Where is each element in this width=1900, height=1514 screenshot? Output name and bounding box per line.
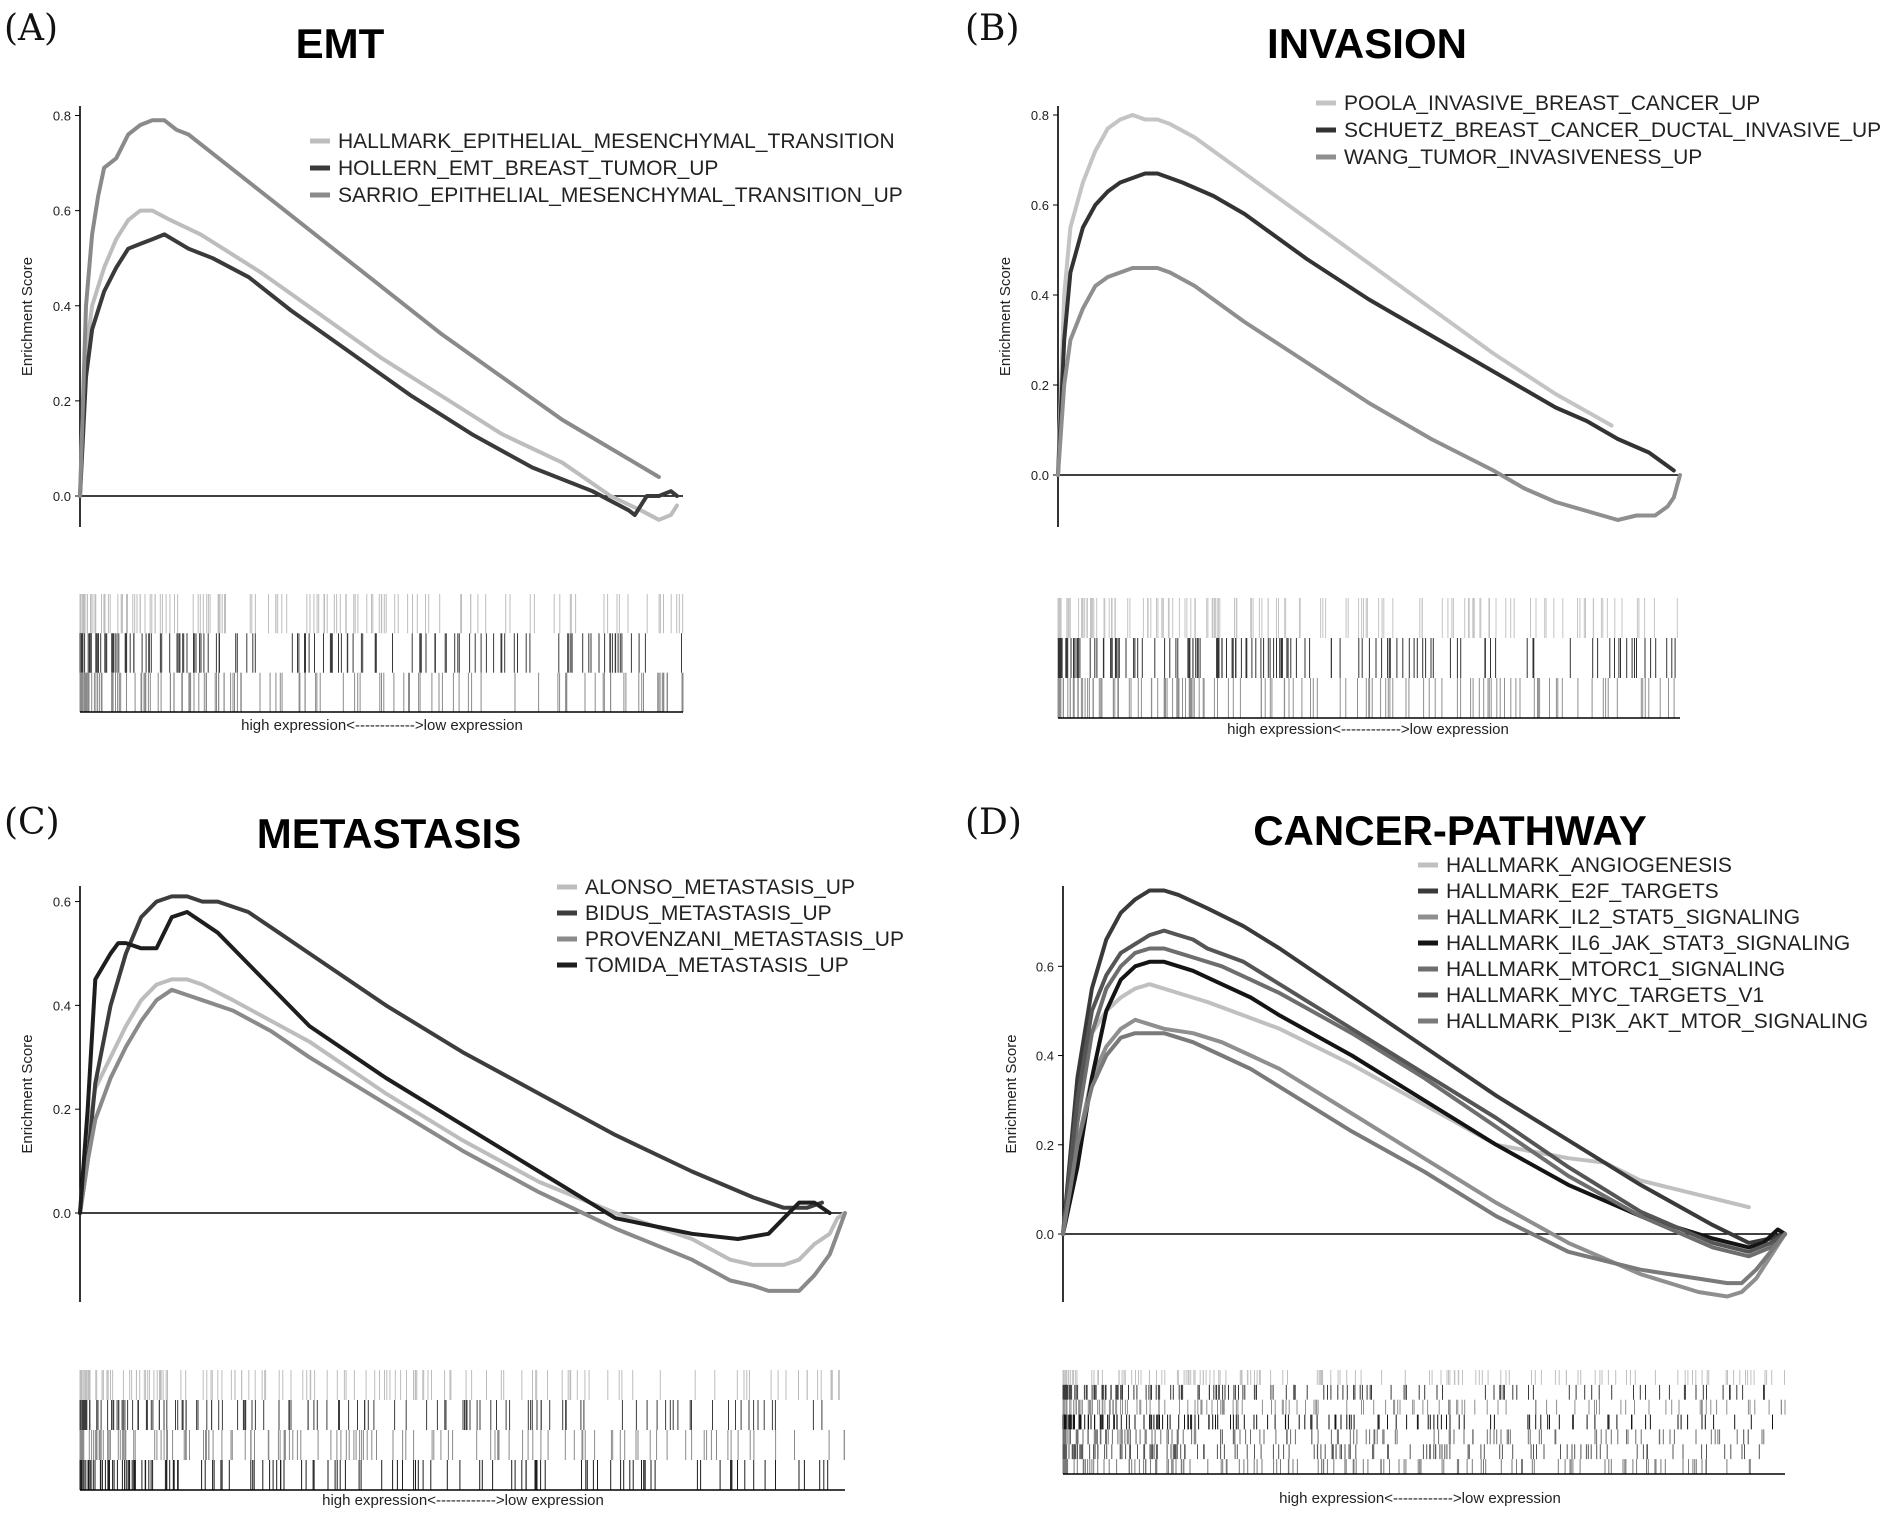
- legend-label: BIDUS_METASTASIS_UP: [585, 902, 832, 925]
- series-line: [1061, 1031, 1787, 1286]
- legend-label: TOMIDA_METASTASIS_UP: [585, 954, 849, 977]
- y-tick-label: 0.8: [53, 109, 71, 124]
- series-line: [78, 894, 824, 1215]
- legend-label: HOLLERN_EMT_BREAST_TUMOR_UP: [338, 157, 718, 180]
- rug-row: [79, 594, 684, 634]
- series-line: [78, 208, 679, 522]
- series-line: [1061, 1017, 1787, 1299]
- rug-row: [1062, 1444, 1760, 1460]
- x-axis-label: high expression<------------>low express…: [241, 717, 523, 734]
- panel-title: CANCER-PATHWAY: [1253, 807, 1647, 854]
- rug-row: [79, 1400, 823, 1430]
- y-tick-label: 0.4: [53, 998, 71, 1013]
- y-tick-label: 0.0: [53, 489, 71, 504]
- rug-row: [79, 672, 684, 712]
- panel-label: (B): [965, 8, 1020, 49]
- y-tick-label: 0.2: [1036, 1138, 1054, 1153]
- rug-row: [1062, 1459, 1751, 1474]
- legend-label: WANG_TUMOR_INVASIVENESS_UP: [1344, 146, 1702, 169]
- rug-row: [79, 1370, 840, 1400]
- y-tick-label: 0.4: [1036, 1049, 1054, 1064]
- y-axis-label: Enrichment Score: [997, 257, 1014, 376]
- x-axis-label: high expression<------------>low express…: [1279, 1490, 1561, 1507]
- legend-label: HALLMARK_MYC_TARGETS_V1: [1446, 984, 1764, 1007]
- rug-row: [1062, 1414, 1773, 1430]
- y-tick-label: 0.6: [1031, 198, 1049, 213]
- legend-label: HALLMARK_EPITHELIAL_MESENCHYMAL_TRANSITI…: [338, 130, 895, 153]
- series-line: [1056, 171, 1676, 477]
- legend-label: HALLMARK_IL6_JAK_STAT3_SIGNALING: [1446, 932, 1850, 955]
- series-line: [1061, 946, 1787, 1259]
- rug-row: [1062, 1370, 1785, 1385]
- y-tick-label: 0.8: [1031, 108, 1049, 123]
- y-tick-label: 0.0: [1036, 1227, 1054, 1242]
- legend-label: SCHUETZ_BREAST_CANCER_DUCTAL_INVASIVE_UP: [1344, 119, 1881, 142]
- legend-label: PROVENZANI_METASTASIS_UP: [585, 928, 904, 951]
- rug-row: [1057, 638, 1676, 678]
- rug-row: [1057, 598, 1678, 638]
- rug-row: [79, 1430, 845, 1460]
- rug-row: [1062, 1429, 1765, 1445]
- y-tick-label: 0.6: [53, 204, 71, 219]
- legend-label: HALLMARK_E2F_TARGETS: [1446, 880, 1719, 903]
- rug-row: [79, 633, 682, 673]
- series-line: [1056, 113, 1614, 477]
- panel-title: METASTASIS: [257, 810, 521, 857]
- y-tick-label: 0.0: [1031, 468, 1049, 483]
- y-axis-label: Enrichment Score: [1003, 1034, 1020, 1153]
- x-axis-label: high expression<------------>low express…: [1227, 721, 1509, 738]
- series-line: [78, 987, 847, 1293]
- series-line: [1061, 928, 1787, 1254]
- series-line: [78, 118, 661, 498]
- y-tick-label: 0.2: [53, 394, 71, 409]
- legend-label: ALONSO_METASTASIS_UP: [585, 876, 855, 899]
- rug-row: [1062, 1399, 1786, 1415]
- y-tick-label: 0.4: [53, 299, 71, 314]
- legend-label: HALLMARK_IL2_STAT5_SIGNALING: [1446, 906, 1800, 929]
- y-tick-label: 0.2: [1031, 378, 1049, 393]
- series-line: [1061, 888, 1787, 1245]
- rug-row: [1062, 1384, 1765, 1400]
- panel-a: (A) EMT 0.0 0.2 0.4 0.6 0.8 Enrichment Score HAL…: [4, 8, 903, 734]
- rug-row: [79, 1460, 829, 1490]
- panel-label: (D): [965, 802, 1022, 843]
- series-line: [78, 910, 832, 1241]
- series-line: [1061, 959, 1787, 1250]
- series-line: [78, 232, 679, 517]
- legend-label: POOLA_INVASIVE_BREAST_CANCER_UP: [1344, 92, 1760, 115]
- y-tick-label: 0.6: [1036, 959, 1054, 974]
- panel-title: INVASION: [1267, 20, 1467, 67]
- legend-label: HALLMARK_PI3K_AKT_MTOR_SIGNALING: [1446, 1010, 1868, 1033]
- y-axis-label: Enrichment Score: [19, 1034, 36, 1153]
- panel-d: (D) CANCER-PATHWAY 0.0 0.2 0.4 0.6 Enrichment …: [965, 802, 1868, 1507]
- panel-title: EMT: [296, 20, 385, 67]
- panel-c: (C) METASTASIS 0.0 0.2 0.4 0.6 Enrichment Scor…: [4, 802, 904, 1509]
- legend-label: HALLMARK_MTORC1_SIGNALING: [1446, 958, 1785, 981]
- panel-label: (A): [4, 8, 58, 49]
- y-tick-label: 0.4: [1031, 288, 1049, 303]
- panel-b: (B) INVASION 0.0 0.2 0.4 0.6 0.8 Enrichment Sco…: [965, 8, 1881, 738]
- legend-label: HALLMARK_ANGIOGENESIS: [1446, 854, 1732, 877]
- y-tick-label: 0.6: [53, 895, 71, 910]
- legend-label: SARRIO_EPITHELIAL_MESENCHYMAL_TRANSITION…: [338, 184, 903, 207]
- y-tick-label: 0.2: [53, 1102, 71, 1117]
- rug-row: [1057, 678, 1675, 718]
- panel-label: (C): [4, 802, 60, 843]
- y-tick-label: 0.0: [53, 1206, 71, 1221]
- x-axis-label: high expression<------------>low express…: [322, 1492, 604, 1509]
- y-axis-label: Enrichment Score: [19, 257, 36, 376]
- series-line: [1056, 266, 1682, 522]
- series-line: [78, 977, 847, 1267]
